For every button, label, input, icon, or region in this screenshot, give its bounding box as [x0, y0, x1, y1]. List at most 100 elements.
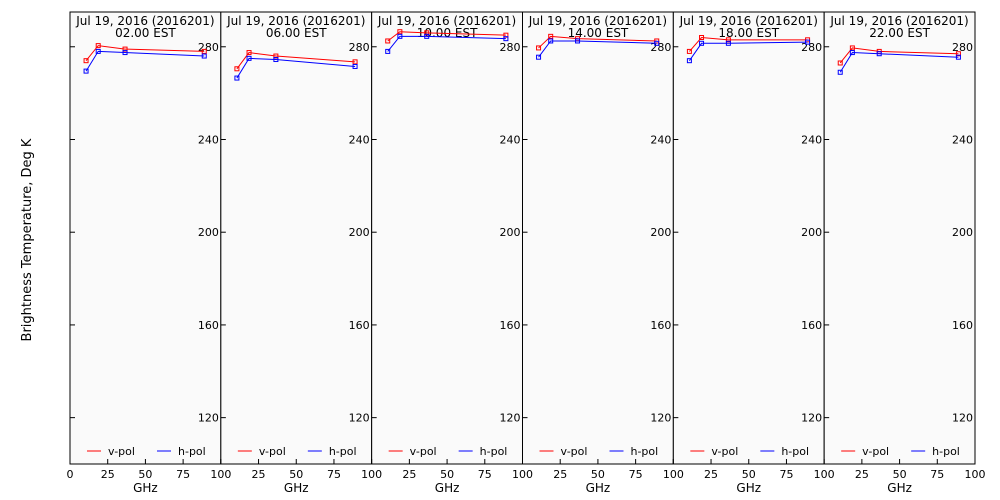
panel-title: Jul 19, 2016 (2016201)	[377, 14, 516, 28]
panel-subtitle: 06.00 EST	[266, 26, 327, 40]
panel-3: Jul 19, 2016 (2016201)10.00 EST120160200…	[371, 11, 533, 495]
panel-title: Jul 19, 2016 (2016201)	[829, 14, 968, 28]
x-tick-label: 100	[210, 468, 231, 481]
data-point-h-pol	[352, 63, 358, 69]
legend-label-v-pol: v-pol	[108, 445, 135, 458]
data-point-h-pol	[273, 57, 279, 63]
x-tick-label: 75	[629, 468, 643, 481]
series-line-v-pol	[839, 47, 959, 64]
y-tick-label: 160	[499, 319, 520, 332]
panel-frame	[69, 11, 222, 465]
x-tick-label: 50	[289, 468, 303, 481]
data-point-h-pol	[955, 54, 961, 60]
data-point-h-pol	[548, 38, 554, 44]
x-tick-label: 50	[440, 468, 454, 481]
data-point-h-pol	[536, 54, 542, 60]
data-point-v-pol	[234, 66, 240, 72]
data-point-h-pol	[876, 51, 882, 57]
x-tick-label: 25	[553, 468, 567, 481]
data-point-h-pol	[849, 50, 855, 56]
chart-panels: Jul 19, 2016 (2016201) 02.00 EST 120 160 200…	[67, 11, 985, 495]
x-tick-label: 100	[512, 468, 533, 481]
data-point-h-pol	[122, 50, 128, 56]
x-axis-label: GHz	[586, 481, 611, 495]
x-axis-label: GHz	[887, 481, 912, 495]
data-point-v-pol	[849, 45, 855, 51]
y-tick-label: 200	[499, 226, 520, 239]
y-tick-label: 120	[650, 412, 671, 425]
series-line-v-pol	[689, 36, 808, 52]
series-line-h-pol	[236, 57, 356, 79]
data-point-v-pol	[83, 58, 89, 64]
panel-subtitle: 02.00 EST	[115, 26, 176, 40]
x-tick-label: 25	[704, 468, 718, 481]
data-point-h-pol	[654, 40, 660, 46]
legend-label-h-pol: h-pol	[178, 445, 206, 458]
x-tick-label: 75	[327, 468, 341, 481]
data-point-v-pol	[385, 38, 391, 44]
x-tick-label: 50	[742, 468, 756, 481]
panel-2: Jul 19, 2016 (2016201)06.00 EST 120 160 200…	[220, 11, 382, 495]
series-line-h-pol	[688, 41, 808, 61]
series-line-h-pol	[387, 35, 506, 52]
legend-label-h-pol: h-pol	[630, 445, 658, 458]
panel-subtitle: 14.00 EST	[568, 26, 629, 40]
legend-label-h-pol: h-pol	[932, 445, 960, 458]
panel-frame	[220, 11, 373, 465]
data-point-v-pol	[273, 53, 279, 59]
x-tick-label: 75	[478, 468, 492, 481]
data-point-v-pol	[95, 43, 101, 49]
legend-label-h-pol: h-pol	[781, 445, 809, 458]
data-point-v-pol	[424, 30, 430, 36]
panel-frame	[521, 11, 674, 465]
data-point-v-pol	[536, 45, 542, 51]
data-point-v-pol	[397, 29, 403, 35]
series-line-v-pol	[85, 45, 205, 61]
data-point-v-pol	[122, 46, 128, 52]
panel-1: Jul 19, 2016 (2016201)02.00 EST 120 160 200…	[67, 11, 231, 495]
data-point-h-pol	[805, 39, 811, 45]
y-tick-label: 160	[198, 319, 219, 332]
y-tick-label: 280	[801, 41, 822, 54]
series-line-h-pol	[538, 40, 657, 58]
y-tick-label: 200	[650, 226, 671, 239]
x-tick-label: 75	[930, 468, 944, 481]
series-line-v-pol	[538, 35, 657, 49]
data-point-h-pol	[503, 36, 509, 42]
data-point-h-pol	[575, 38, 581, 44]
y-tick-label: 240	[349, 133, 370, 146]
panel-frame	[823, 11, 976, 465]
y-tick-label: 200	[952, 226, 973, 239]
y-tick-label: 120	[499, 412, 520, 425]
x-axis-label: GHz	[133, 481, 158, 495]
series-line-v-pol	[387, 31, 506, 42]
y-tick-label: 160	[952, 319, 973, 332]
y-tick-label: 160	[650, 319, 671, 332]
data-point-v-pol	[699, 35, 705, 40]
y-tick-label: 160	[349, 319, 370, 332]
x-tick-label: 50	[138, 468, 152, 481]
data-point-h-pol	[699, 40, 705, 46]
legend-label-h-pol: h-pol	[480, 445, 508, 458]
panel-title: Jul 19, 2016 (2016201)	[679, 14, 818, 28]
panel-6: Jul 19, 2016 (2016201)22.00 EST 120 160 200…	[823, 11, 985, 495]
series-line-h-pol	[839, 52, 959, 73]
x-tick-label: 25	[855, 468, 869, 481]
y-tick-label: 120	[801, 412, 822, 425]
y-tick-label: 120	[349, 412, 370, 425]
data-point-v-pol	[955, 51, 961, 57]
x-tick-label: 25	[402, 468, 416, 481]
x-axis-label: GHz	[736, 481, 761, 495]
x-axis-label: GHz	[284, 481, 309, 495]
data-point-v-pol	[352, 59, 358, 65]
data-point-h-pol	[246, 55, 252, 61]
y-tick-label: 120	[952, 412, 973, 425]
y-tick-label: 280	[198, 41, 219, 54]
x-tick-label: 100	[814, 468, 835, 481]
data-point-h-pol	[725, 40, 731, 46]
x-tick-label: 100	[663, 468, 684, 481]
series-line-h-pol	[85, 50, 205, 72]
panel-subtitle: 22.00 EST	[869, 26, 930, 40]
y-tick-label: 240	[801, 133, 822, 146]
